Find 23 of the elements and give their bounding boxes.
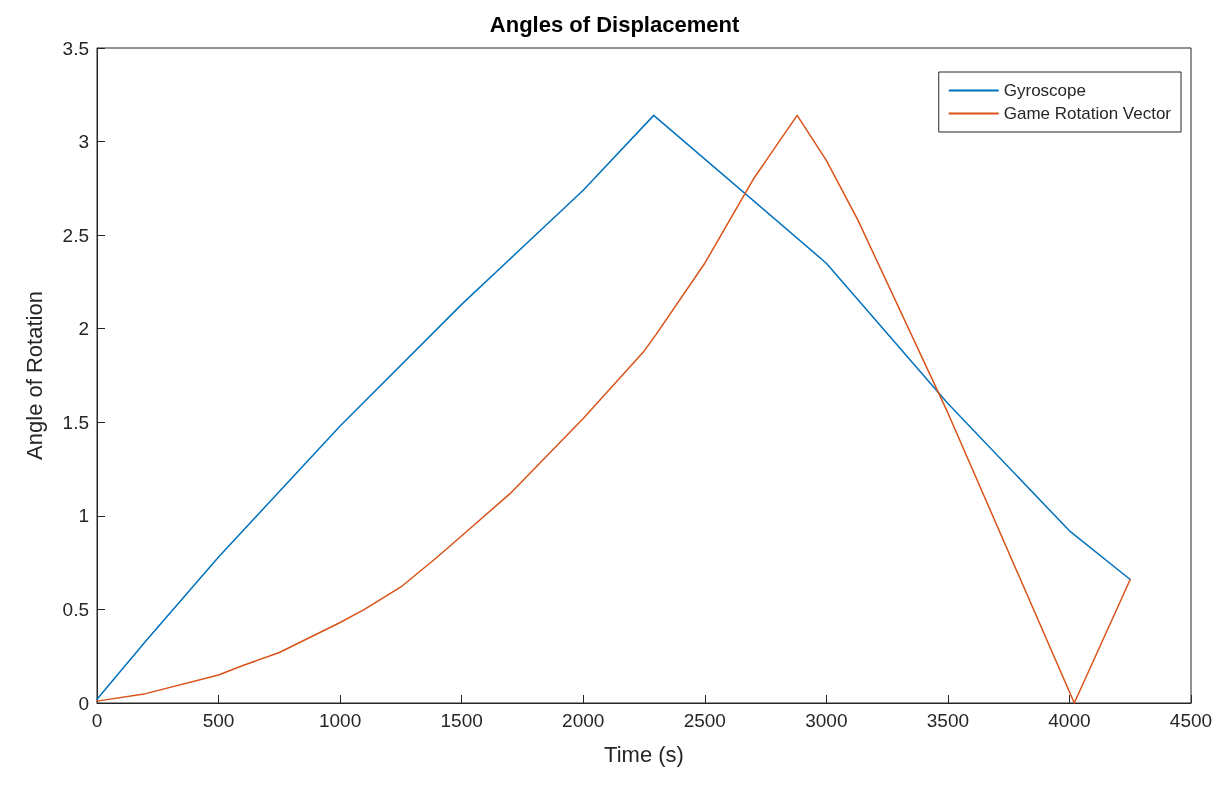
- legend-label: Gyroscope: [1003, 81, 1086, 100]
- y-tick-label: 3: [78, 131, 89, 153]
- x-tick-label: 500: [202, 710, 235, 731]
- y-tick-label: 2: [78, 318, 89, 340]
- x-tick-label: 3000: [805, 710, 848, 731]
- legend-label: Game Rotation Vector: [1003, 104, 1172, 123]
- x-tick-label: 4000: [1048, 710, 1091, 731]
- y-tick-label: 0: [78, 692, 89, 714]
- x-tick-label: 4500: [1169, 710, 1213, 731]
- y-tick-label: 1: [78, 505, 89, 527]
- y-tick-label: 1.5: [62, 411, 89, 433]
- x-axis-title: Time (s): [604, 741, 684, 767]
- x-tick-label: 3500: [926, 710, 970, 731]
- chart-title: Angles of Displacement: [489, 11, 740, 37]
- x-tick-label: 2500: [683, 710, 726, 731]
- x-tick-label: 0: [91, 710, 103, 731]
- x-tick-label: 2000: [562, 710, 605, 731]
- y-axis-title: Angle of Rotation: [21, 291, 47, 460]
- x-tick-label: 1000: [318, 710, 362, 731]
- x-tick-label: 1500: [440, 710, 483, 731]
- y-tick-label: 0.5: [62, 598, 89, 620]
- y-tick-label: 3.5: [62, 37, 89, 59]
- y-tick-label: 2.5: [62, 224, 89, 246]
